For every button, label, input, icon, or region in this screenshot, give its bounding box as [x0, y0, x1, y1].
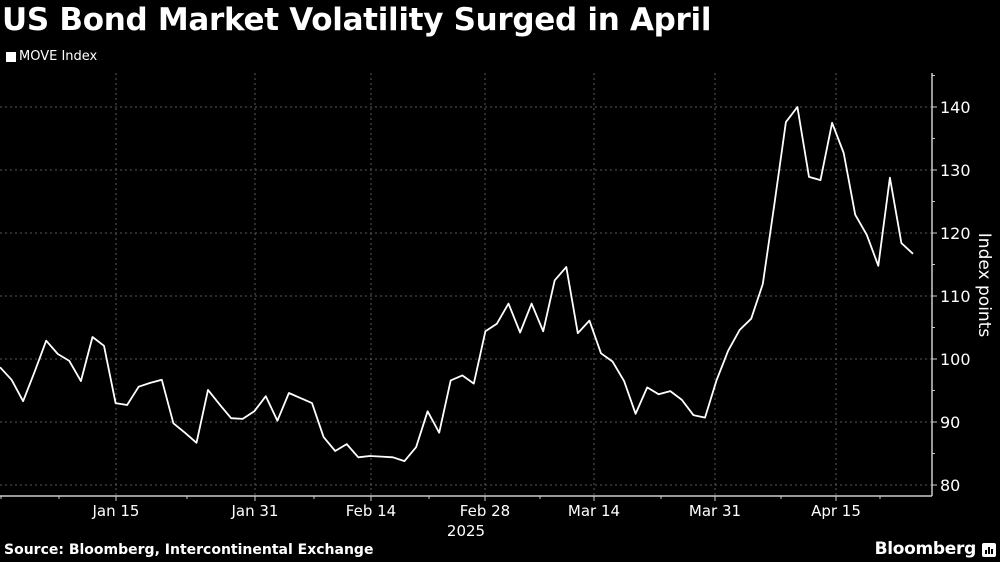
x-tick-label: Jan 15: [92, 502, 140, 520]
legend: MOVE Index: [6, 49, 97, 64]
y-tick-label: 130: [940, 161, 971, 180]
legend-label: MOVE Index: [19, 49, 98, 64]
y-tick-label: 140: [940, 98, 971, 117]
x-tick-label: Apr 15: [811, 502, 861, 520]
bloomberg-chart-icon: [982, 543, 996, 557]
x-tick-label: Jan 31: [231, 502, 279, 520]
move-index-line: [0, 106, 914, 463]
bloomberg-logo: Bloomberg: [874, 539, 977, 559]
y-tick-label: 120: [940, 224, 971, 243]
y-tick-label: 110: [940, 287, 971, 306]
gridlines: [0, 73, 932, 496]
legend-swatch-icon: [6, 51, 16, 62]
y-tick-label: 80: [940, 476, 960, 495]
source-note: Source: Bloomberg, Intercontinental Exch…: [4, 542, 374, 558]
x-year-label: 2025: [447, 522, 485, 540]
x-tick-label: Mar 31: [689, 502, 741, 520]
axes: 80 90 100 110 120 130 140 Jan 15 Jan 31 Feb 14 Feb…: [0, 73, 971, 540]
chart-title: US Bond Market Volatility Surged in Apri…: [2, 2, 712, 38]
x-tick-label: Feb 14: [346, 502, 396, 520]
y-tick-label: 100: [940, 350, 971, 369]
x-tick-label: Mar 14: [568, 502, 620, 520]
y-tick-label: 90: [940, 413, 960, 432]
y-axis-label: Index points: [974, 233, 994, 338]
x-tick-label: Feb 28: [460, 502, 510, 520]
